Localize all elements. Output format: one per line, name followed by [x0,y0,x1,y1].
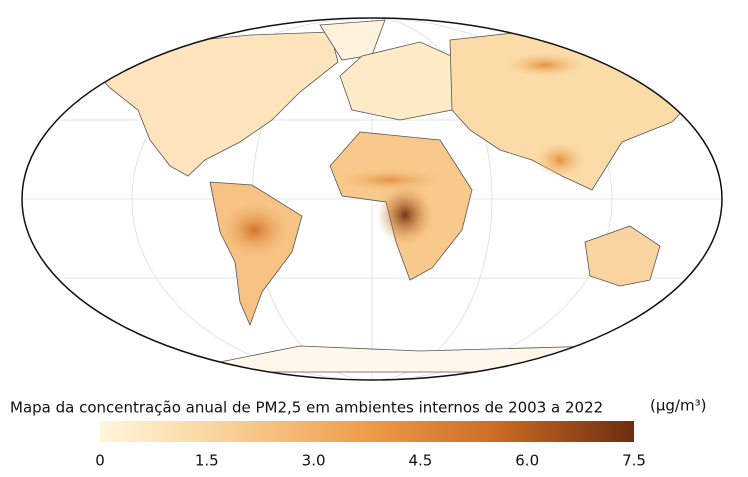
world-map [21,17,723,381]
hotspot [535,142,585,178]
colorbar-tick-label: 7.5 [622,452,646,470]
colorbar [100,421,634,442]
colorbar-tick-label: 3.0 [302,452,326,470]
colorbar-tick-label: 4.5 [408,452,432,470]
australia [584,225,661,287]
globe-outline [21,17,723,381]
hotspot [220,202,290,258]
colorbar-tick-label: 6.0 [515,452,539,470]
colorbar-tick-label: 0 [95,452,105,470]
unit-label: (µg/m³) [650,397,706,415]
hotspot [377,185,433,245]
colorbar-tick-label: 1.5 [195,452,219,470]
map-title: Mapa da concentração anual de PM2,5 em a… [10,399,603,417]
hotspot [335,168,445,192]
north-america [94,31,339,177]
hotspot [505,53,585,77]
